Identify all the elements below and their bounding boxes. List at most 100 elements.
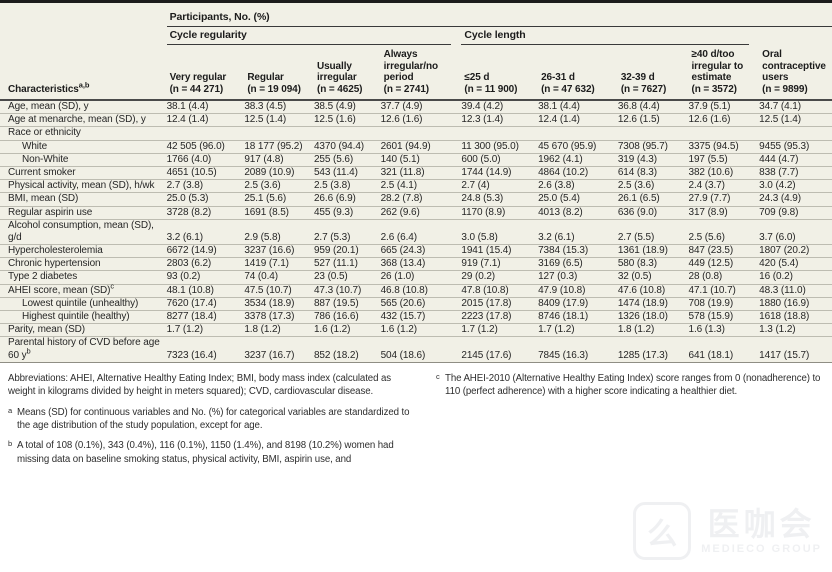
column-header-8: Oral contraceptive users (n = 9899) [762, 49, 826, 95]
column-header-6: 32-39 d (n = 7627) [620, 72, 667, 95]
table-body: Age, mean (SD), y 38.1 (4.4) 38.3 (4.5) 38.… [0, 100, 832, 362]
row-label: Type 2 diabetes [8, 271, 78, 283]
table-cell: 3728 (8.2) [166, 206, 212, 218]
table-cell: 37.9 (5.1) [688, 101, 731, 112]
table-cell: 444 (4.7) [759, 153, 799, 165]
table-cell: 2.5 (5.6) [688, 231, 725, 243]
footnote-b-text: A total of 108 (0.1%), 343 (0.4%), 116 (… [17, 440, 394, 465]
table-cell: 39.4 (4.2) [461, 101, 504, 112]
table-cell [759, 127, 832, 140]
watermark-text: 医咖会 MEDIECO GROUP [701, 508, 822, 555]
watermark-chinese-text: 医咖会 [707, 505, 816, 542]
table-row: Current smoker 4651 (10.5) 2089 (10.9) 543 … [0, 166, 832, 179]
footnote-a-marker: a [8, 405, 13, 415]
table-cell: 36.8 (4.4) [617, 101, 660, 112]
characteristics-label: Characteristics [8, 83, 79, 95]
row-label: Age at menarche, mean (SD), y [8, 114, 146, 126]
table-cell: 3169 (6.5) [538, 258, 583, 270]
table-cell: 1.3 (1.2) [759, 324, 796, 336]
table-cell: 12.6 (1.5) [617, 114, 660, 126]
table-cell: 47.3 (10.7) [313, 284, 362, 296]
table-cell: 1.7 (1.2) [461, 324, 498, 336]
table-cell: 1474 (18.9) [617, 297, 668, 309]
table-cell: 565 (20.6) [380, 297, 426, 309]
table-cell: 319 (4.3) [617, 153, 657, 165]
table-cell: 1417 (15.7) [759, 349, 810, 361]
table-cell: 1.6 (1.2) [380, 324, 417, 336]
table-cell: 29 (0.2) [461, 271, 496, 283]
table-cell: 28.2 (7.8) [380, 193, 423, 205]
table-cell: 449 (12.5) [688, 258, 734, 270]
cycle-regularity-group-header: Cycle regularity [166, 27, 462, 45]
table-cell: 3534 (18.9) [244, 297, 295, 309]
table-cell: 1.7 (1.2) [166, 324, 203, 336]
abbreviations-note: Abbreviations: AHEI, Alternative Healthy… [8, 372, 410, 399]
table-cell: 12.3 (1.4) [461, 114, 504, 126]
table-cell: 2145 (17.6) [461, 349, 512, 361]
table-cell: 3.0 (4.2) [759, 180, 796, 192]
table-row: Parity, mean (SD) 1.7 (1.2) 1.8 (1.2) 1.6 (… [0, 323, 832, 337]
footnote-c-text: The AHEI-2010 (Alternative Healthy Eatin… [445, 372, 821, 398]
table-cell [244, 127, 314, 140]
footnote-c-marker: c [436, 371, 440, 381]
table-cell: 2.6 (3.8) [538, 180, 575, 192]
table-row: Non-White 1766 (4.0) 917 (4.8) 255 (5.6) 140… [0, 153, 832, 166]
table-cell: 3237 (16.6) [244, 245, 295, 257]
table-cell: 48.3 (11.0) [759, 284, 806, 296]
table-cell: 3.7 (6.0) [759, 231, 796, 243]
table-cell: 2.7 (5.5) [617, 231, 655, 243]
table-cell: 47.6 (10.8) [617, 284, 666, 296]
table-cell: 48.1 (10.8) [166, 284, 214, 296]
table-cell: 7845 (16.3) [538, 349, 589, 361]
table-cell: 47.5 (10.7) [244, 284, 292, 296]
row-label: Lowest quintile (unhealthy) [22, 297, 139, 309]
table-cell: 2.5 (3.6) [617, 180, 655, 192]
table-cell: 38.1 (4.4) [538, 101, 580, 112]
watermark-logo-icon: 么 [633, 502, 692, 560]
row-label: BMI, mean (SD) [8, 193, 79, 205]
row-label: Physical activity, mean (SD), h/wk [8, 180, 155, 192]
table-cell: 37.7 (4.9) [380, 101, 423, 112]
column-header-3: Always irregular/no period (n = 2741) [383, 49, 438, 95]
table-cell: 8746 (18.1) [538, 311, 589, 322]
table-cell: 8409 (17.9) [538, 297, 589, 309]
table-cell: 847 (23.5) [688, 245, 734, 257]
cycle-regularity-label: Cycle regularity [166, 27, 452, 45]
table-row: Type 2 diabetes 93 (0.2) 74 (0.4) 23 (0.5) 2… [0, 270, 832, 284]
header-spacer [0, 2, 167, 28]
table-cell: 2.4 (3.7) [688, 180, 725, 192]
row-label: Parental history of CVD before age 60 yb [8, 337, 160, 361]
footnote-a: a Means (SD) for continuous variables an… [8, 406, 410, 433]
table-cell: 578 (15.9) [688, 311, 734, 322]
table-cell: 9455 (95.3) [759, 140, 810, 152]
table-header: Participants, No. (%) Cycle regularity C… [0, 2, 832, 100]
table-row: AHEI score, mean (SD)c 48.1 (10.8) 47.5 (1… [0, 282, 832, 297]
table-cell: 4651 (10.5) [166, 166, 217, 178]
table-cell: 262 (9.6) [380, 206, 420, 218]
watermark-latin-text: MEDIECO GROUP [701, 542, 822, 555]
table-cell: 34.7 (4.1) [759, 101, 801, 112]
table-cell: 1.7 (1.2) [538, 324, 575, 336]
table-cell: 959 (20.1) [313, 245, 359, 257]
footnote-b: b A total of 108 (0.1%), 343 (0.4%), 116… [8, 439, 410, 466]
table-cell: 917 (4.8) [244, 153, 284, 165]
column-header-1: Regular (n = 19 094) [247, 72, 301, 95]
table-cell: 641 (18.1) [688, 349, 734, 361]
table-cell: 1.8 (1.2) [244, 324, 281, 336]
table-cell: 3.0 (5.8) [461, 231, 498, 243]
table-cell: 317 (8.9) [688, 206, 728, 218]
table-cell: 527 (11.1) [313, 258, 358, 270]
table-cell: 12.5 (1.4) [759, 114, 801, 126]
row-label: Race or ethnicity [8, 127, 81, 139]
table-cell: 3378 (17.3) [244, 311, 295, 322]
table-cell: 38.3 (4.5) [244, 101, 287, 112]
header-row-columns: Characteristicsa,b Very regular (n = 44 2… [0, 45, 832, 100]
footnote-b-marker: b [8, 439, 13, 449]
table-cell: 46.8 (10.8) [380, 284, 428, 296]
table-cell: 140 (5.1) [380, 153, 420, 165]
footnotes-right-column: c The AHEI-2010 (Alternative Healthy Eat… [436, 372, 826, 473]
table-cell: 2803 (6.2) [166, 258, 212, 270]
table-cell: 4370 (94.4) [313, 140, 365, 152]
table-cell: 1361 (18.9) [617, 245, 668, 257]
row-label: Highest quintile (healthy) [22, 311, 130, 322]
